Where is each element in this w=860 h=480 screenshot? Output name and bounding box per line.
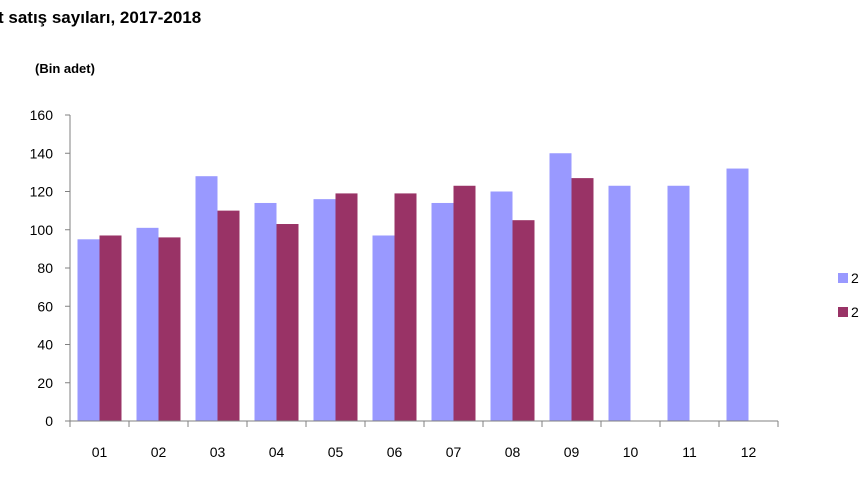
y-tick-label: 120 [30, 184, 54, 200]
y-tick-label: 0 [45, 413, 53, 429]
bar-series-1-09 [549, 153, 572, 421]
x-tick-label: 09 [564, 444, 580, 460]
y-tick-label: 40 [37, 337, 53, 353]
x-tick-label: 02 [151, 444, 167, 460]
x-tick-label: 10 [623, 444, 639, 460]
bar-series-1-10 [608, 185, 631, 421]
y-tick-label: 100 [30, 222, 54, 238]
y-axis-unit-label: (Bin adet) [35, 61, 95, 76]
x-tick-label: 03 [210, 444, 226, 460]
x-tick-label: 05 [328, 444, 344, 460]
bar-series-2-08 [512, 220, 535, 421]
bar-series-1-11 [667, 185, 690, 421]
y-tick-label: 80 [37, 260, 53, 276]
x-tick-label: 04 [269, 444, 285, 460]
bar-series-1-07 [431, 202, 454, 421]
legend-swatch-2 [838, 307, 848, 317]
bar-series-2-02 [158, 237, 181, 421]
bar-series-1-06 [372, 235, 395, 421]
bar-series-2-03 [217, 210, 240, 421]
bar-series-2-04 [276, 224, 299, 421]
y-tick-label: 140 [30, 145, 54, 161]
chart-title: t satış sayıları, 2017-2018 [0, 8, 202, 27]
x-tick-label: 07 [446, 444, 462, 460]
bar-series-2-01 [99, 235, 122, 421]
bar-series-2-09 [571, 178, 594, 421]
bar-series-1-01 [77, 239, 100, 421]
x-tick-labels: 01 02 03 04 05 06 07 08 09 10 11 12 [92, 444, 757, 460]
axes-group [65, 114, 779, 427]
legend-swatch-1 [838, 273, 848, 283]
y-tick-label: 20 [37, 375, 53, 391]
x-tick-label: 11 [682, 444, 697, 460]
legend-label-1: 2 [851, 270, 859, 286]
x-tick-label: 12 [741, 444, 757, 460]
bar-series-1-05 [313, 199, 336, 421]
bar-series-1-03 [195, 176, 218, 421]
bar-series-1-04 [254, 202, 277, 421]
bar-series-2-07 [453, 185, 476, 421]
legend-label-2: 2 [851, 304, 859, 320]
bar-series-2-06 [394, 193, 417, 421]
y-tick-labels: 0 20 40 60 80 100 120 140 160 [30, 107, 54, 429]
y-tick-label: 60 [37, 298, 53, 314]
legend: 22 [838, 270, 859, 320]
bar-series-1-12 [726, 168, 749, 421]
bar-series-1-02 [136, 227, 159, 421]
bars-group [77, 153, 749, 421]
x-tick-label: 06 [387, 444, 403, 460]
bar-series-1-08 [490, 191, 513, 421]
x-tick-label: 01 [92, 444, 108, 460]
x-tick-label: 08 [505, 444, 521, 460]
y-tick-label: 160 [30, 107, 54, 123]
bar-series-2-05 [335, 193, 358, 421]
